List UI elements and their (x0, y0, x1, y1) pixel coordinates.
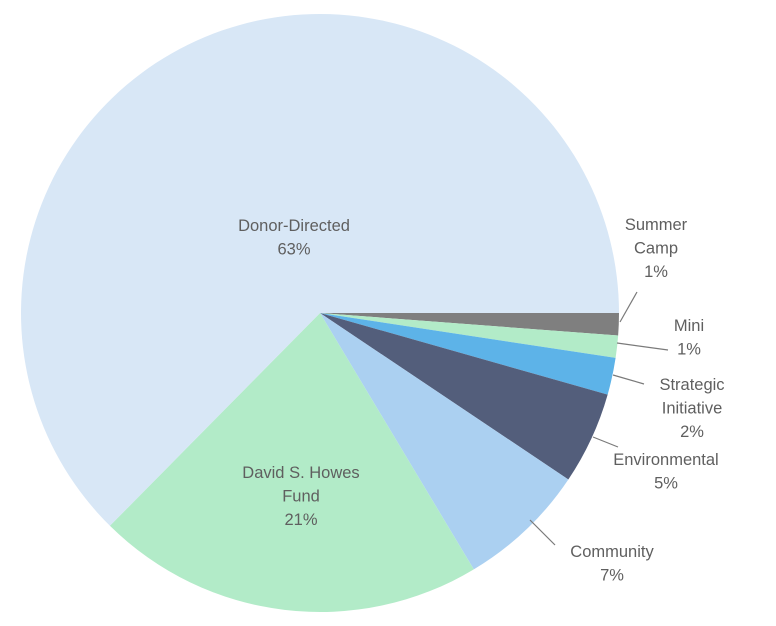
pie-slice-summer (320, 313, 619, 336)
leader-line-environmental (592, 436, 619, 448)
pie-slice-community (320, 313, 569, 570)
slice-label-environmental: Environmental 5% (613, 451, 718, 493)
slice-label-summer: Summer Camp 1% (625, 216, 688, 281)
leader-line-mini (616, 342, 669, 351)
leader-line-community (529, 519, 556, 546)
pie-slice-environmental (320, 313, 608, 480)
slice-labels: Summer Camp 1% Mini 1% Strategic Initiative 2% E… (238, 216, 725, 585)
slice-label-community: Community 7% (570, 543, 654, 585)
leader-lines (529, 291, 669, 546)
leader-line-summer (619, 291, 638, 323)
slice-label-donor: Donor-Directed 63% (238, 217, 350, 259)
slice-label-strategic: Strategic Initiative 2% (659, 376, 724, 441)
slice-label-howes: David S. Howes Fund 21% (242, 464, 359, 529)
pie-slice-donor (20, 13, 619, 526)
leader-line-strategic (612, 374, 645, 385)
slice-label-mini: Mini 1% (674, 317, 704, 359)
pie-slice-mini (320, 313, 619, 358)
pie-slice-strategic (320, 313, 616, 395)
pie-slice-howes (109, 313, 474, 613)
pie-slices (20, 13, 619, 613)
